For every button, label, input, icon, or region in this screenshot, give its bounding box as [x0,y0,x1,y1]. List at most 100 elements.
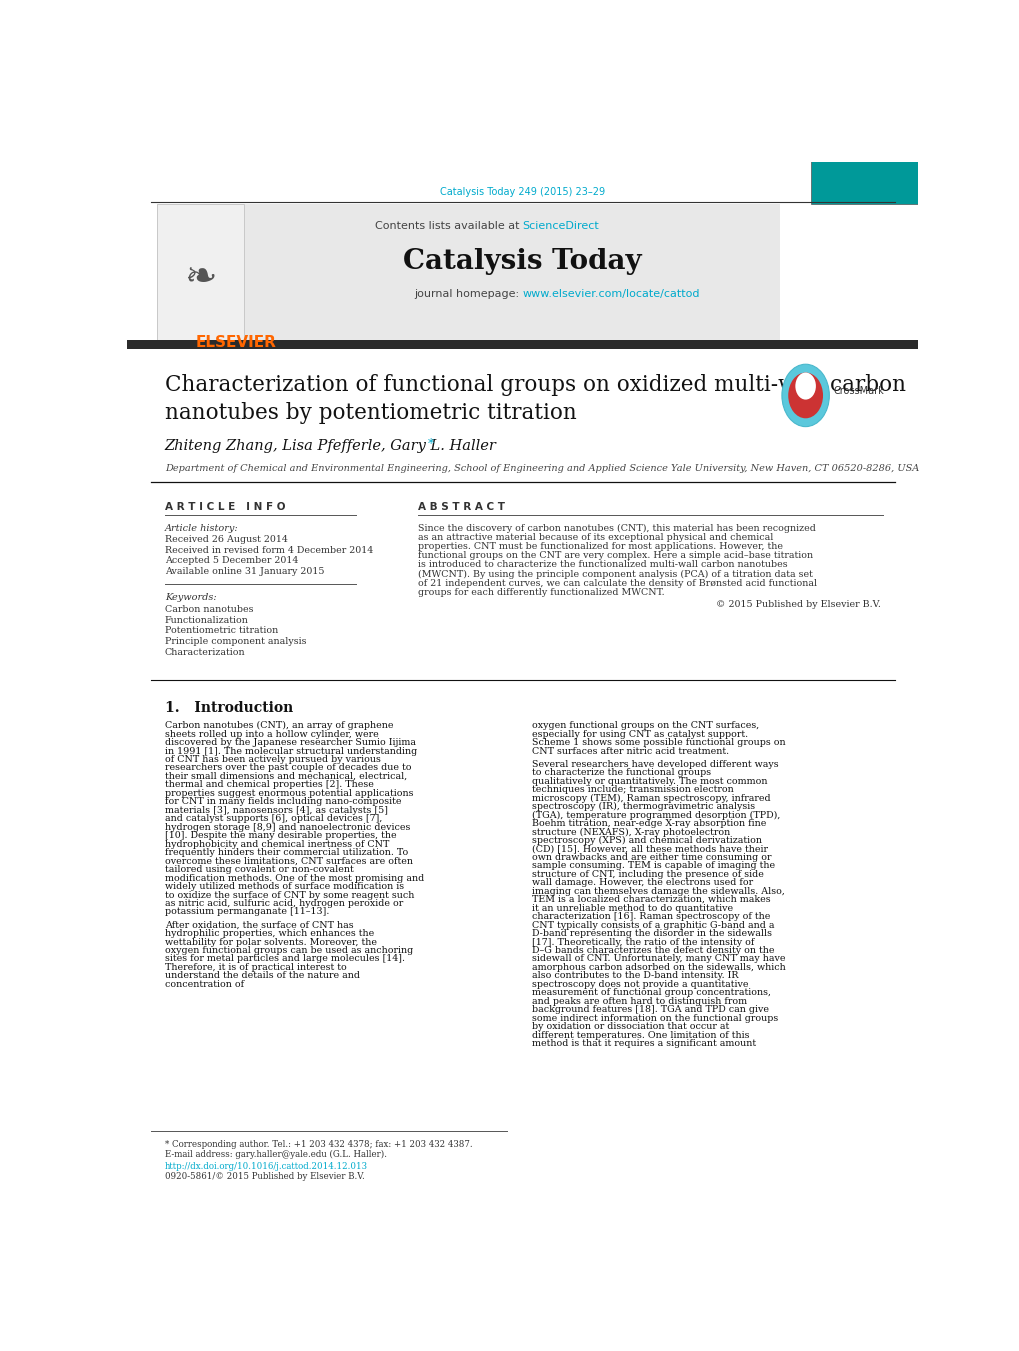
Text: sidewall of CNT. Unfortunately, many CNT may have: sidewall of CNT. Unfortunately, many CNT… [532,954,785,963]
Text: spectroscopy (XPS) and chemical derivatization: spectroscopy (XPS) and chemical derivati… [532,836,761,844]
Text: Carbon nanotubes (CNT), an array of graphene: Carbon nanotubes (CNT), an array of grap… [164,721,392,731]
Text: [17]. Theoretically, the ratio of the intensity of: [17]. Theoretically, the ratio of the in… [532,938,754,947]
Text: properties. CNT must be functionalized for most applications. However, the: properties. CNT must be functionalized f… [418,542,783,551]
Text: nanotubes by potentiometric titration: nanotubes by potentiometric titration [164,403,576,424]
Text: Catalysis Today 249 (2015) 23–29: Catalysis Today 249 (2015) 23–29 [440,186,604,197]
Text: © 2015 Published by Elsevier B.V.: © 2015 Published by Elsevier B.V. [715,600,880,609]
Text: discovered by the Japanese researcher Sumio Iijima: discovered by the Japanese researcher Su… [164,738,416,747]
Text: Characterization: Characterization [164,648,246,657]
Text: Available online 31 January 2015: Available online 31 January 2015 [164,567,324,576]
Text: ELSEVIER: ELSEVIER [196,335,276,350]
Text: also contributes to the D-band intensity. IR: also contributes to the D-band intensity… [532,971,738,981]
Text: Received 26 August 2014: Received 26 August 2014 [164,535,287,544]
Bar [157,204,244,349]
Text: D-band representing the disorder in the sidewalls: D-band representing the disorder in the … [532,929,771,938]
Text: of 21 independent curves, we can calculate the density of Brønsted acid function: of 21 independent curves, we can calcula… [418,578,816,588]
Text: materials [3], nanosensors [4], as catalysts [5]: materials [3], nanosensors [4], as catal… [164,805,387,815]
Text: CrossMark: CrossMark [833,386,883,396]
Text: thermal and chemical properties [2]. These: thermal and chemical properties [2]. The… [164,781,373,789]
Text: modification methods. One of the most promising and: modification methods. One of the most pr… [164,874,424,882]
Text: qualitatively or quantitatively. The most common: qualitatively or quantitatively. The mos… [532,777,766,785]
Text: sheets rolled up into a hollow cylinder, were: sheets rolled up into a hollow cylinder,… [164,730,378,739]
Text: in 1991 [1]. The molecular structural understanding: in 1991 [1]. The molecular structural un… [164,747,417,755]
Text: understand the details of the nature and: understand the details of the nature and [164,971,360,981]
Text: to characterize the functional groups: to characterize the functional groups [532,769,710,777]
Text: (MWCNT). By using the principle component analysis (PCA) of a titration data set: (MWCNT). By using the principle componen… [418,570,812,578]
Text: (TGA), temperature programmed desorption (TPD),: (TGA), temperature programmed desorption… [532,811,780,820]
Text: D–G bands characterizes the defect density on the: D–G bands characterizes the defect densi… [532,946,773,955]
Text: frequently hinders their commercial utilization. To: frequently hinders their commercial util… [164,848,408,857]
Text: Potentiometric titration: Potentiometric titration [164,627,277,635]
Text: as nitric acid, sulfuric acid, hydrogen peroxide or: as nitric acid, sulfuric acid, hydrogen … [164,898,403,908]
Text: is introduced to characterize the functionalized multi-wall carbon nanotubes: is introduced to characterize the functi… [418,561,787,569]
Text: www.elsevier.com/locate/cattod: www.elsevier.com/locate/cattod [522,289,700,299]
Text: groups for each differently functionalized MWCNT.: groups for each differently functionaliz… [418,588,664,597]
Text: hydrogen storage [8,9] and nanoelectronic devices: hydrogen storage [8,9] and nanoelectroni… [164,823,410,832]
Text: CNT surfaces after nitric acid treatment.: CNT surfaces after nitric acid treatment… [532,747,729,755]
Text: of CNT has been actively pursued by various: of CNT has been actively pursued by vari… [164,755,380,765]
Text: ❧: ❧ [184,258,217,297]
Text: Catalysis Today: Catalysis Today [404,249,641,276]
Text: Contents lists available at: Contents lists available at [374,220,522,231]
Text: CNT typically consists of a graphitic G-band and a: CNT typically consists of a graphitic G-… [532,920,773,929]
Text: hydrophilic properties, which enhances the: hydrophilic properties, which enhances t… [164,929,374,938]
Text: Carbon nanotubes: Carbon nanotubes [164,605,253,613]
Text: [10]. Despite the many desirable properties, the: [10]. Despite the many desirable propert… [164,831,396,840]
Text: 1.   Introduction: 1. Introduction [164,701,292,715]
Text: background features [18]. TGA and TPD can give: background features [18]. TGA and TPD ca… [532,1005,768,1015]
Text: *: * [428,438,434,451]
Bar [810,61,917,204]
Text: Since the discovery of carbon nanotubes (CNT), this material has been recognized: Since the discovery of carbon nanotubes … [418,524,815,534]
Text: wettability for polar solvents. Moreover, the: wettability for polar solvents. Moreover… [164,938,376,947]
Text: measurement of functional group concentrations,: measurement of functional group concentr… [532,989,770,997]
Text: own drawbacks and are either time consuming or: own drawbacks and are either time consum… [532,852,770,862]
Text: microscopy (TEM), Raman spectroscopy, infrared: microscopy (TEM), Raman spectroscopy, in… [532,793,770,802]
Text: characterization [16]. Raman spectroscopy of the: characterization [16]. Raman spectroscop… [532,912,769,921]
Text: Characterization of functional groups on oxidized multi-wall carbon: Characterization of functional groups on… [164,374,905,396]
Text: oxygen functional groups can be used as anchoring: oxygen functional groups can be used as … [164,946,413,955]
Text: imaging can themselves damage the sidewalls. Also,: imaging can themselves damage the sidewa… [532,886,785,896]
Text: Therefore, it is of practical interest to: Therefore, it is of practical interest t… [164,963,346,971]
Text: Article history:: Article history: [164,524,238,534]
Text: techniques include; transmission electron: techniques include; transmission electro… [532,785,733,794]
Circle shape [788,373,822,419]
Text: Keywords:: Keywords: [164,593,216,603]
Text: ScienceDirect: ScienceDirect [522,220,599,231]
Text: by oxidation or dissociation that occur at: by oxidation or dissociation that occur … [532,1023,729,1031]
Text: Zhiteng Zhang, Lisa Pfefferle, Gary L. Haller: Zhiteng Zhang, Lisa Pfefferle, Gary L. H… [164,439,496,454]
Text: * Corresponding author. Tel.: +1 203 432 4378; fax: +1 203 432 4387.: * Corresponding author. Tel.: +1 203 432… [164,1140,472,1148]
Text: functional groups on the CNT are very complex. Here a simple acid–base titration: functional groups on the CNT are very co… [418,551,812,561]
Text: sites for metal particles and large molecules [14].: sites for metal particles and large mole… [164,954,405,963]
Text: and catalyst supports [6], optical devices [7],: and catalyst supports [6], optical devic… [164,815,382,823]
Text: tailored using covalent or non-covalent: tailored using covalent or non-covalent [164,865,354,874]
Text: http://dx.doi.org/10.1016/j.cattod.2014.12.013: http://dx.doi.org/10.1016/j.cattod.2014.… [164,1162,367,1170]
Text: sample consuming. TEM is capable of imaging the: sample consuming. TEM is capable of imag… [532,862,774,870]
Text: different temperatures. One limitation of this: different temperatures. One limitation o… [532,1031,749,1040]
Text: hydrophobicity and chemical inertness of CNT: hydrophobicity and chemical inertness of… [164,840,388,848]
Bar [157,204,780,349]
Text: Scheme 1 shows some possible functional groups on: Scheme 1 shows some possible functional … [532,738,785,747]
Text: Accepted 5 December 2014: Accepted 5 December 2014 [164,557,298,565]
Text: TEM is a localized characterization, which makes: TEM is a localized characterization, whi… [532,896,770,904]
Text: structure (NEXAFS), X-ray photoelectron: structure (NEXAFS), X-ray photoelectron [532,827,730,836]
Text: to oxidize the surface of CNT by some reagent such: to oxidize the surface of CNT by some re… [164,890,414,900]
Text: method is that it requires a significant amount: method is that it requires a significant… [532,1039,755,1048]
Text: spectroscopy (IR), thermogravimetric analysis: spectroscopy (IR), thermogravimetric ana… [532,802,754,811]
Text: After oxidation, the surface of CNT has: After oxidation, the surface of CNT has [164,920,353,929]
Text: Received in revised form 4 December 2014: Received in revised form 4 December 2014 [164,546,373,554]
Text: structure of CNT, including the presence of side: structure of CNT, including the presence… [532,870,763,878]
Text: Department of Chemical and Environmental Engineering, School of Engineering and : Department of Chemical and Environmental… [164,463,918,473]
Text: widely utilized methods of surface modification is: widely utilized methods of surface modif… [164,882,404,892]
Text: wall damage. However, the electrons used for: wall damage. However, the electrons used… [532,878,752,888]
Circle shape [782,365,828,427]
Text: CATALYSIS
TODAY: CATALYSIS TODAY [842,253,886,272]
Text: oxygen functional groups on the CNT surfaces,: oxygen functional groups on the CNT surf… [532,721,758,730]
Text: Functionalization: Functionalization [164,616,249,624]
Text: especially for using CNT as catalyst support.: especially for using CNT as catalyst sup… [532,730,748,739]
Text: A B S T R A C T: A B S T R A C T [418,503,504,512]
Text: for CNT in many fields including nano-composite: for CNT in many fields including nano-co… [164,797,400,807]
Text: amorphous carbon adsorbed on the sidewalls, which: amorphous carbon adsorbed on the sidewal… [532,963,785,971]
Text: overcome these limitations, CNT surfaces are often: overcome these limitations, CNT surfaces… [164,857,413,866]
Circle shape [795,373,815,400]
Text: (CD) [15]. However, all these methods have their: (CD) [15]. However, all these methods ha… [532,844,767,854]
